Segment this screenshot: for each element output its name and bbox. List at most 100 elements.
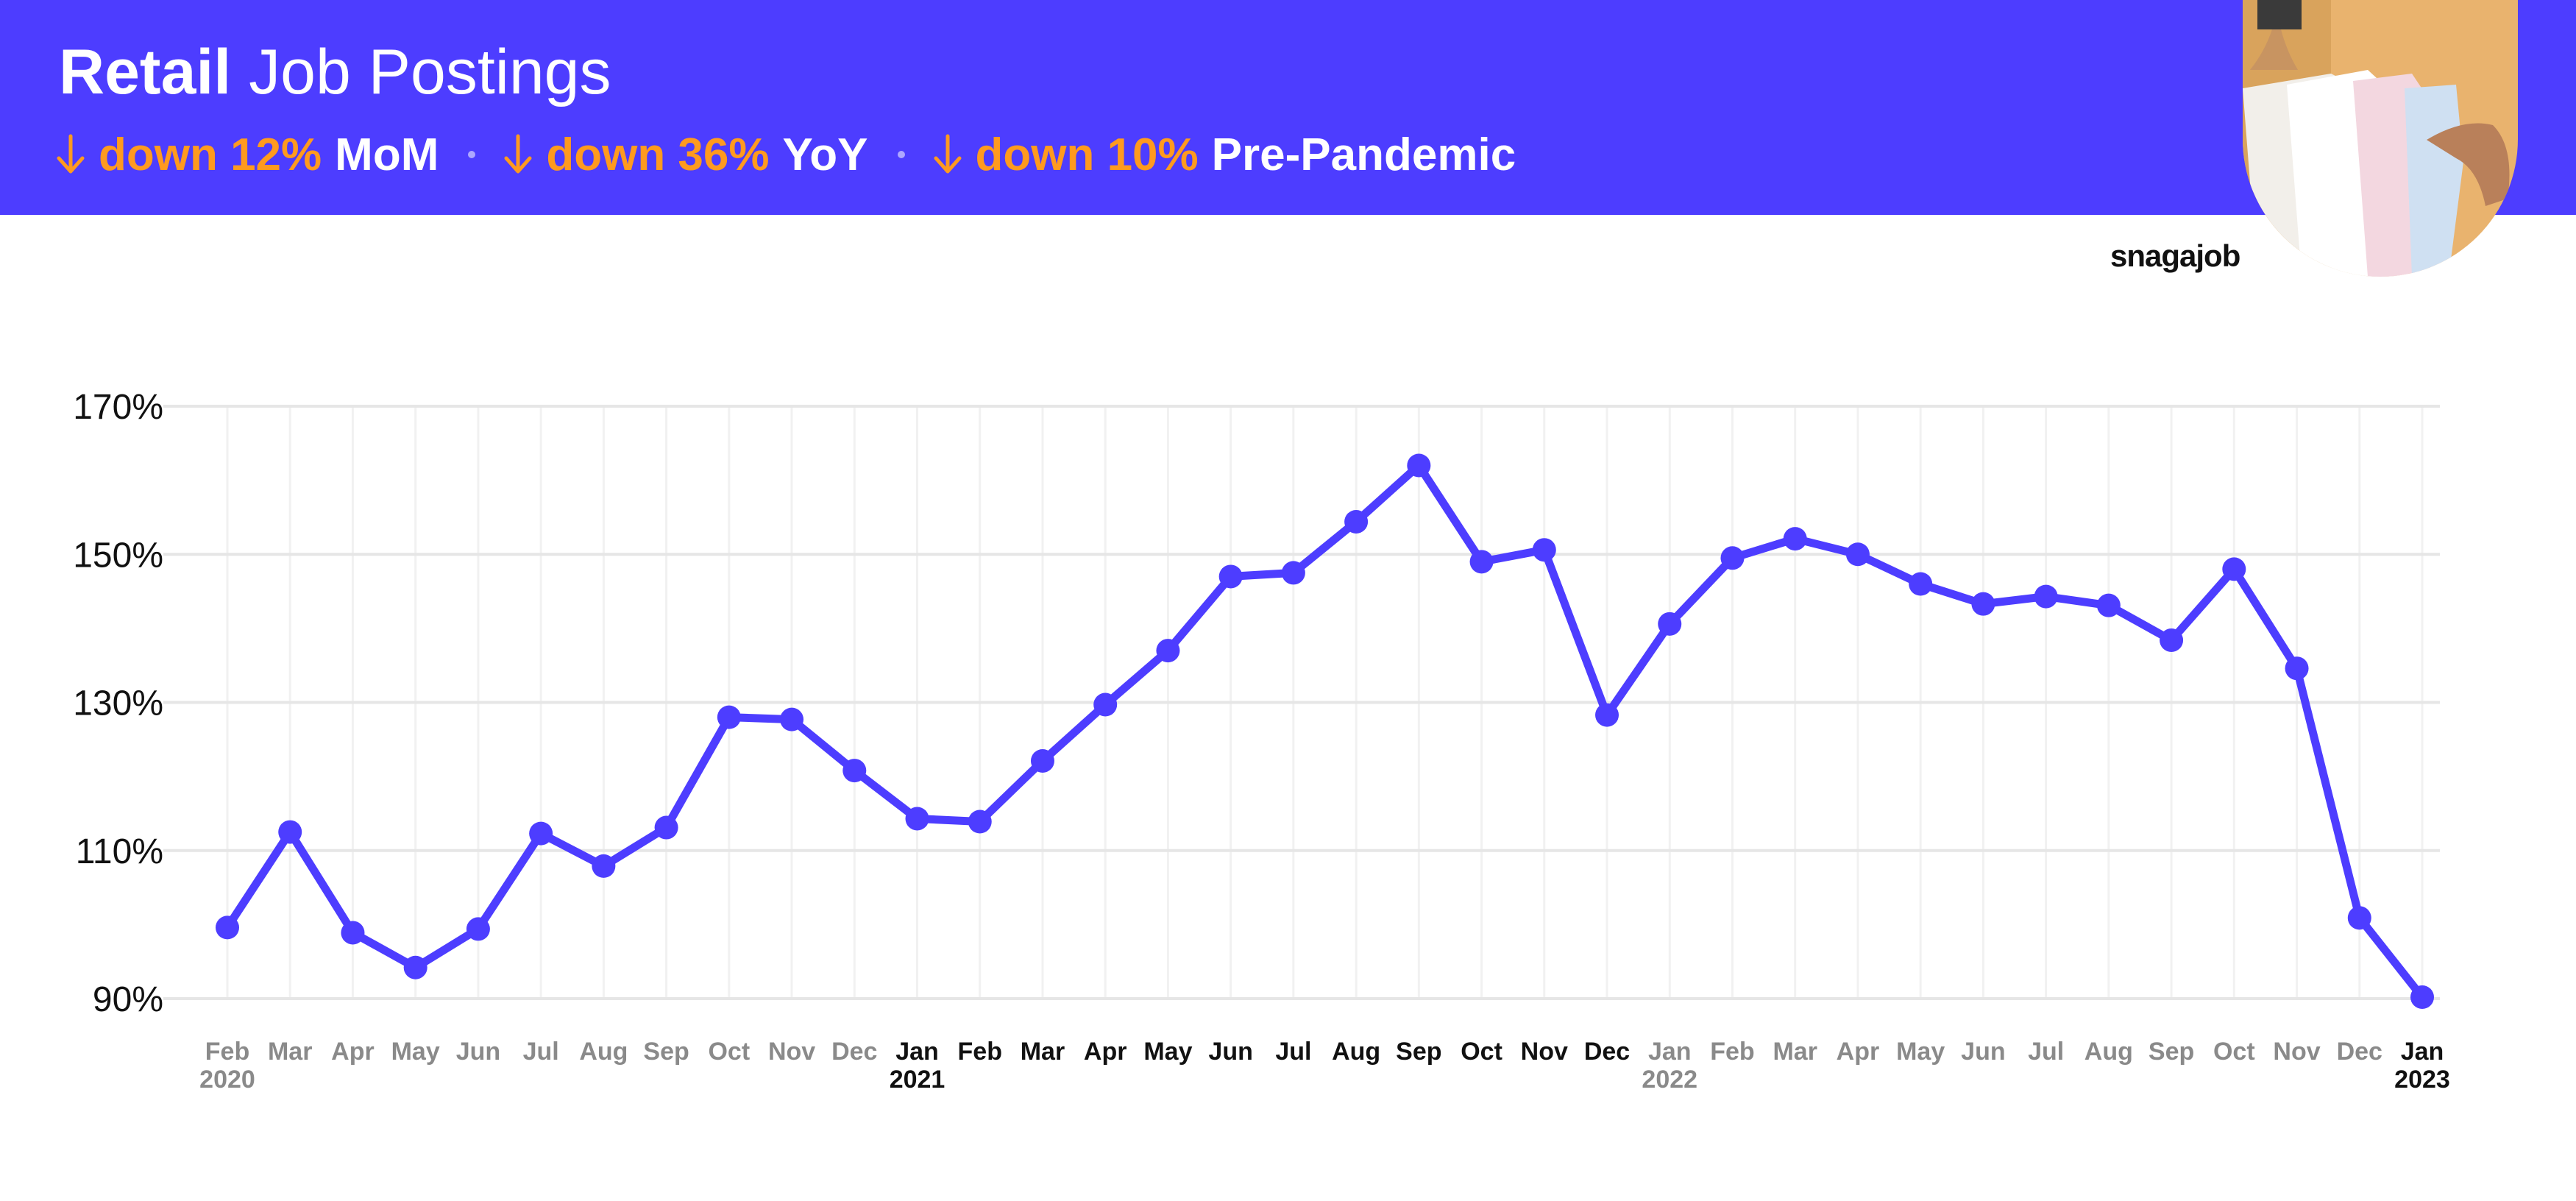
data-point [842,759,867,783]
arrow-down-icon [57,134,85,174]
data-point [1469,550,1494,574]
x-tick-label: Nov [1521,1038,1568,1066]
data-point [529,821,553,846]
x-tick-label: Nov [2273,1038,2320,1066]
data-point [1281,561,1305,585]
x-axis: Feb Mar Apr May Jun Jul Aug Sep Oct Nov Dec Jan Feb M… [199,1038,2450,1094]
series-points [216,453,2434,1009]
x-tick-label: Jul [1275,1038,1311,1066]
chart-grid [163,405,2440,1000]
data-point [2160,628,2184,652]
stat-pre-pandemic: down 10% Pre-Pandemic [930,129,1516,181]
x-year-label: 2021 [890,1066,945,1094]
x-tick-label: Jan [895,1038,939,1066]
series-line [223,461,2427,1002]
page-title: Retail Job Postings [59,35,611,109]
x-tick-label: Mar [1021,1038,1065,1066]
data-point [1658,612,1682,636]
data-point [654,815,678,840]
x-tick-label: Jan [2401,1038,2444,1066]
data-point [968,809,992,834]
x-tick-label: May [1896,1038,1945,1066]
x-tick-label: Jan [1648,1038,1692,1066]
stat-mom: down 12% MoM [53,129,439,181]
clothing-rack-photo [2243,0,2518,277]
data-point [1344,509,1369,534]
data-point [1218,564,1243,589]
stat-label: YoY [782,129,868,180]
x-tick-label: Oct [708,1038,750,1066]
separator-dot [897,151,905,158]
x-tick-label: Dec [2337,1038,2382,1066]
x-tick-label: Sep [2149,1038,2194,1066]
x-tick-label: Feb [1710,1038,1754,1066]
x-tick-label: Jun [1208,1038,1252,1066]
brand-logo: snagajob [2110,238,2240,273]
data-point [216,915,239,940]
data-point [1093,692,1118,717]
data-point [341,921,365,945]
data-point [2347,906,2371,930]
x-tick-label: Sep [643,1038,689,1066]
header-banner: Retail Job Postings down 12% MoM down 36… [0,0,2576,215]
x-tick-label: Dec [1584,1038,1630,1066]
x-tick-label: Sep [1396,1038,1441,1066]
data-point [1407,453,1431,478]
x-tick-label: Mar [268,1038,312,1066]
data-point [2222,557,2246,581]
x-year-label: 2022 [1642,1066,1697,1094]
x-tick-label: May [1143,1038,1192,1066]
arrow-down-icon [934,134,961,174]
data-point [1971,592,1995,616]
y-tick-label: 110% [76,832,163,871]
data-point [2285,656,2309,681]
x-tick-label: Jul [2028,1038,2064,1066]
y-tick-label: 170% [73,388,163,427]
stat-label: MoM [335,129,439,180]
data-point [1909,572,1933,596]
stat-delta: down 36% [546,129,770,180]
arrow-down-icon [504,134,532,174]
stat-yoy: down 36% YoY [500,129,868,181]
data-point [717,705,741,729]
x-tick-label: Aug [2084,1038,2133,1066]
y-tick-label: 130% [73,684,163,723]
data-point [1845,542,1870,567]
title-bold: Retail [59,37,232,107]
data-point [592,854,616,878]
data-point [1030,748,1054,773]
data-point [2034,584,2058,609]
separator-dot [468,151,476,158]
x-tick-label: Jul [523,1038,559,1066]
stat-delta: down 12% [99,129,322,180]
x-tick-label: Mar [1773,1038,1817,1066]
x-tick-label: Jun [1961,1038,2005,1066]
x-tick-label: May [391,1038,440,1066]
data-point [2096,593,2121,617]
data-point [278,820,302,844]
data-point [780,707,804,731]
data-point [403,955,427,979]
x-tick-label: Dec [831,1038,877,1066]
x-year-label: 2020 [199,1066,255,1094]
data-point [1595,703,1619,727]
x-tick-label: Nov [768,1038,815,1066]
x-tick-label: Oct [2213,1038,2255,1066]
data-point [1156,639,1180,663]
data-point [1532,538,1556,562]
x-tick-label: Feb [205,1038,249,1066]
y-axis: 90% 110% 130% 150% 170% [73,388,163,1019]
series-line-group [223,461,2427,1002]
x-tick-label: Apr [331,1038,375,1066]
x-year-label: 2023 [2394,1066,2450,1094]
x-tick-label: Apr [1084,1038,1127,1066]
y-tick-label: 150% [73,536,163,575]
stat-delta: down 10% [975,129,1199,180]
data-point [1720,546,1745,570]
data-point [466,917,490,941]
stat-label: Pre-Pandemic [1211,129,1516,180]
x-tick-label: Apr [1837,1038,1880,1066]
data-point [1783,527,1807,551]
title-rest: Job Postings [249,37,611,107]
